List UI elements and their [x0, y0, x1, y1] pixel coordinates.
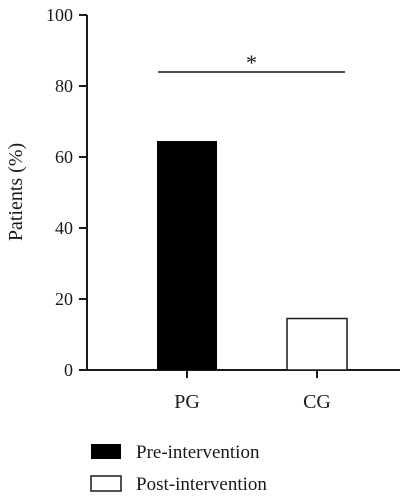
bar-pg — [157, 141, 217, 370]
x-tick-label: CG — [303, 391, 331, 413]
y-axis: 0 20 40 60 80 100 — [46, 5, 88, 380]
legend-label: Pre-intervention — [136, 442, 260, 463]
x-tick-label: PG — [174, 391, 200, 413]
legend-label: Post-intervention — [136, 474, 267, 495]
significance-bracket: * — [158, 50, 345, 75]
legend-swatch — [90, 475, 122, 492]
y-tick-label: 40 — [55, 218, 73, 238]
y-tick-label: 20 — [55, 289, 73, 309]
significance-label: * — [246, 50, 257, 75]
y-tick-label: 0 — [64, 360, 73, 380]
y-tick-label: 60 — [55, 147, 73, 167]
y-tick-label: 80 — [55, 76, 73, 96]
y-tick-label: 100 — [46, 5, 73, 25]
bar-cg — [286, 317, 348, 371]
y-axis-title: Patients (%) — [5, 143, 27, 241]
legend: Pre-intervention Post-intervention — [90, 442, 267, 495]
legend-swatch — [91, 444, 121, 459]
x-axis: PG CG — [86, 369, 400, 413]
